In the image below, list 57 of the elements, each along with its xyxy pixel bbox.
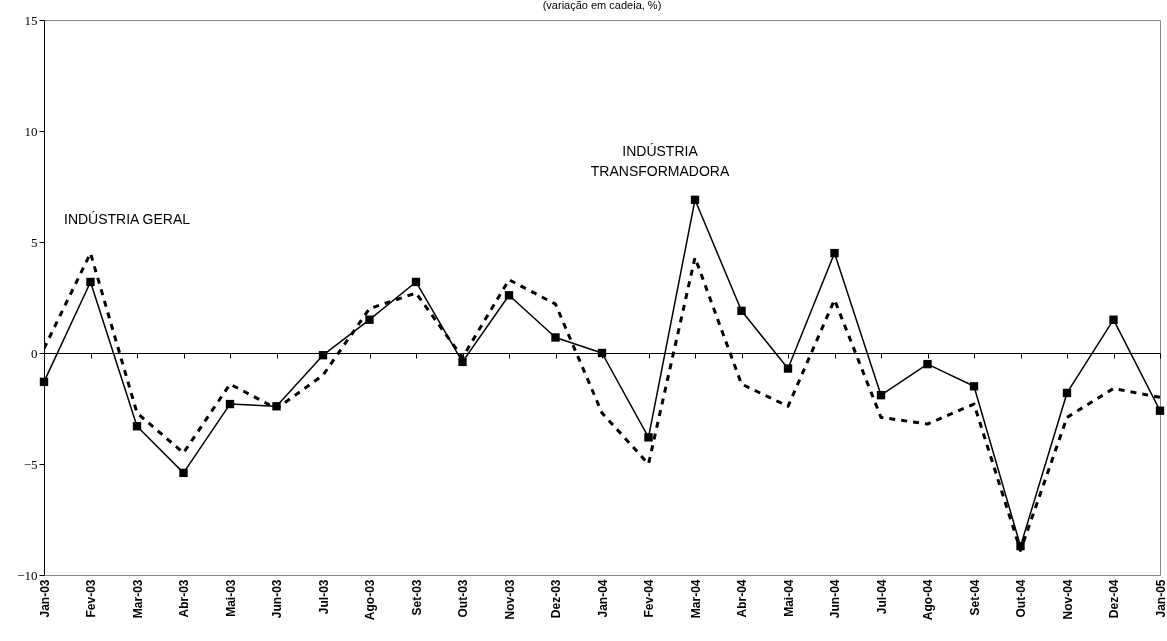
y-tick-label: −10 — [17, 567, 38, 583]
text: INDÚSTRIA TRANSFORMADORA — [590, 143, 730, 179]
x-tick-label: Jan-04 — [595, 579, 610, 618]
x-tick-label: Set-03 — [409, 579, 424, 616]
point — [1062, 388, 1072, 398]
point — [458, 357, 467, 367]
point — [365, 315, 374, 324]
point — [318, 351, 328, 360]
x-tick-label: Fev-03 — [84, 579, 98, 618]
x-tick-label: Mai-03 — [223, 579, 238, 617]
x-tick-label: Jan-05 — [1153, 579, 1167, 618]
x-tick-label: Mar-04 — [688, 579, 703, 619]
point — [86, 277, 95, 287]
y-tick-label: 0 — [31, 345, 38, 361]
x-tick-label: Jan-03 — [37, 579, 52, 618]
x-tick-label: Fev-04 — [642, 579, 656, 618]
x-tick-label: Jun-03 — [270, 579, 284, 619]
x-tick-label: Nov-04 — [1060, 579, 1075, 620]
point — [1109, 315, 1118, 324]
y-tick-label: 5 — [31, 234, 38, 250]
x-tick-label: Jul-03 — [316, 579, 331, 615]
point — [551, 333, 560, 342]
point — [969, 382, 979, 391]
point — [179, 468, 188, 478]
x-tick-label: Dez-03 — [549, 579, 563, 619]
point — [504, 291, 514, 300]
point — [690, 195, 700, 204]
y-tick-label: 15 — [24, 12, 38, 28]
x-tick-label: Out-04 — [1014, 579, 1028, 618]
y-tick-label: −5 — [23, 456, 38, 472]
x-tick-label: Ago-04 — [921, 579, 935, 621]
x-tick-label: Mai-04 — [781, 579, 796, 617]
x-tick-label: Nov-03 — [502, 579, 517, 620]
point — [783, 364, 793, 373]
x-tick-label: Ago-03 — [363, 579, 377, 621]
point — [411, 277, 421, 287]
text: INDÚSTRIA GERAL — [64, 211, 191, 227]
point — [876, 391, 886, 400]
point — [644, 433, 653, 442]
point — [597, 348, 607, 358]
y-tick-label: 10 — [24, 123, 38, 139]
point — [923, 359, 932, 369]
point — [132, 422, 142, 431]
x-tick-label: Abr-03 — [177, 579, 191, 618]
x-tick-label: Jun-04 — [828, 579, 842, 619]
point — [39, 377, 49, 387]
point — [225, 399, 235, 409]
x-tick-label: Out-03 — [456, 579, 470, 618]
x-tick-label: Jul-04 — [874, 579, 889, 615]
x-tick-label: Set-04 — [967, 579, 982, 616]
chart-title: (variação em cadeia, %) — [542, 0, 662, 11]
point — [737, 306, 746, 315]
x-tick-label: Mar-03 — [130, 579, 145, 619]
x-tick-label: Dez-04 — [1107, 579, 1121, 619]
x-tick-label: Abr-04 — [735, 579, 749, 618]
point — [830, 248, 839, 258]
point — [1155, 406, 1165, 415]
